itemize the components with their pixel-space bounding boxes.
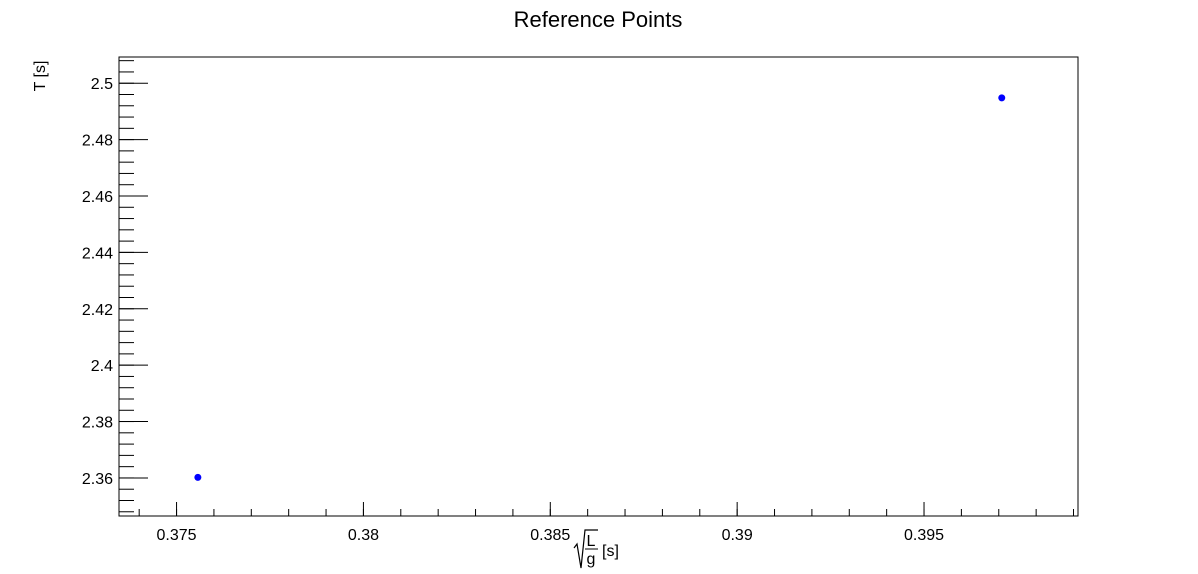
x-label-unit: [s]: [602, 543, 619, 560]
x-tick-label: 0.375: [157, 527, 197, 544]
y-tick-label: 2.38: [82, 415, 113, 432]
data-point: [194, 473, 202, 481]
y-tick-label: 2.36: [82, 471, 113, 488]
y-tick-label: 2.4: [91, 358, 113, 375]
data-point: [998, 94, 1006, 102]
data-points: [194, 94, 1006, 481]
x-label-numerator: L: [587, 533, 596, 550]
y-axis: 2.36 2.38 2.4 2.42 2.44 2.46 2.48 2.5: [82, 60, 148, 513]
x-label-denominator: g: [587, 551, 596, 568]
x-tick-label: 0.395: [904, 527, 944, 544]
y-tick-label: 2.44: [82, 245, 113, 262]
y-tick-label: 2.46: [82, 189, 113, 206]
y-axis-label: T [s]: [32, 61, 49, 92]
y-tick-label: 2.48: [82, 133, 113, 150]
y-tick-label: 2.5: [91, 76, 113, 93]
x-axis: 0.375 0.38 0.385 0.39 0.395: [138, 502, 1075, 544]
x-tick-label: 0.38: [348, 527, 379, 544]
chart-title: Reference Points: [514, 7, 683, 32]
plot-frame: [118, 56, 1079, 517]
x-tick-label: 0.39: [722, 527, 753, 544]
sqrt-sign: [573, 529, 598, 569]
x-axis-label: L g [s]: [573, 529, 619, 569]
y-tick-label: 2.42: [82, 302, 113, 319]
x-tick-label: 0.385: [530, 527, 570, 544]
